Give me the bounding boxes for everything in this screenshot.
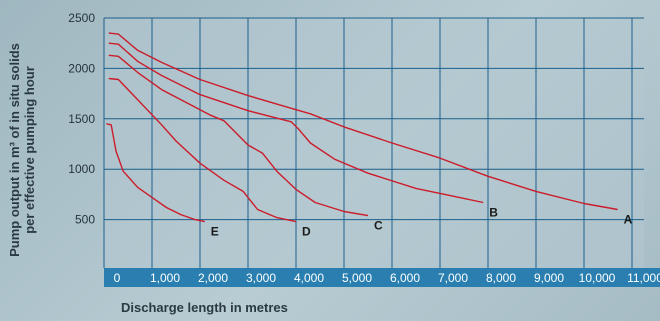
x-tick-label: 9,000 xyxy=(534,271,564,285)
curve-b xyxy=(108,42,484,204)
y-tick-label: 1500 xyxy=(68,112,95,126)
curve-labels: A B C D E xyxy=(211,205,633,238)
curve-label-b: B xyxy=(489,205,498,219)
y-tick-label: 2000 xyxy=(68,61,95,75)
curve-label-c: C xyxy=(374,219,383,233)
curve-label-d: D xyxy=(302,225,311,239)
x-tick-label: 7,000 xyxy=(438,271,468,285)
y-axis-label-wrap: Pump output in m³ of in situ solids per … xyxy=(2,30,42,270)
curve-d xyxy=(108,77,297,223)
x-tick-label: 10,000 xyxy=(579,271,616,285)
y-tick-label: 2500 xyxy=(68,11,95,25)
x-tick-label: 6,000 xyxy=(390,271,420,285)
grid xyxy=(103,17,644,268)
curve-a xyxy=(108,32,618,211)
x-axis-band xyxy=(104,268,660,287)
curves xyxy=(106,32,618,223)
curve-label-a: A xyxy=(624,213,633,227)
x-tick-label: 8,000 xyxy=(486,271,516,285)
curve-c xyxy=(108,54,369,217)
x-tick-label: 1,000 xyxy=(150,271,180,285)
x-tick-label: 0 xyxy=(114,271,121,285)
y-tick-label: 1000 xyxy=(68,162,95,176)
x-tick-label: 2,000 xyxy=(198,271,228,285)
curve-e xyxy=(106,123,205,223)
y-tick-labels: 500 1000 1500 2000 2500 xyxy=(68,11,95,227)
x-tick-label: 5,000 xyxy=(342,271,372,285)
x-axis-label: Discharge length in metres xyxy=(121,300,288,315)
x-tick-label: 3,000 xyxy=(246,271,276,285)
x-tick-label: 4,000 xyxy=(294,271,324,285)
y-axis-label: Pump output in m³ of in situ solids per … xyxy=(7,43,37,257)
y-tick-label: 500 xyxy=(75,213,95,227)
x-tick-labels: 0 1,000 2,000 3,000 4,000 5,000 6,000 7,000 8,00… xyxy=(114,271,660,285)
x-tick-label: 11,000 xyxy=(627,271,660,285)
curve-label-e: E xyxy=(211,225,219,239)
plot-background xyxy=(104,18,644,268)
